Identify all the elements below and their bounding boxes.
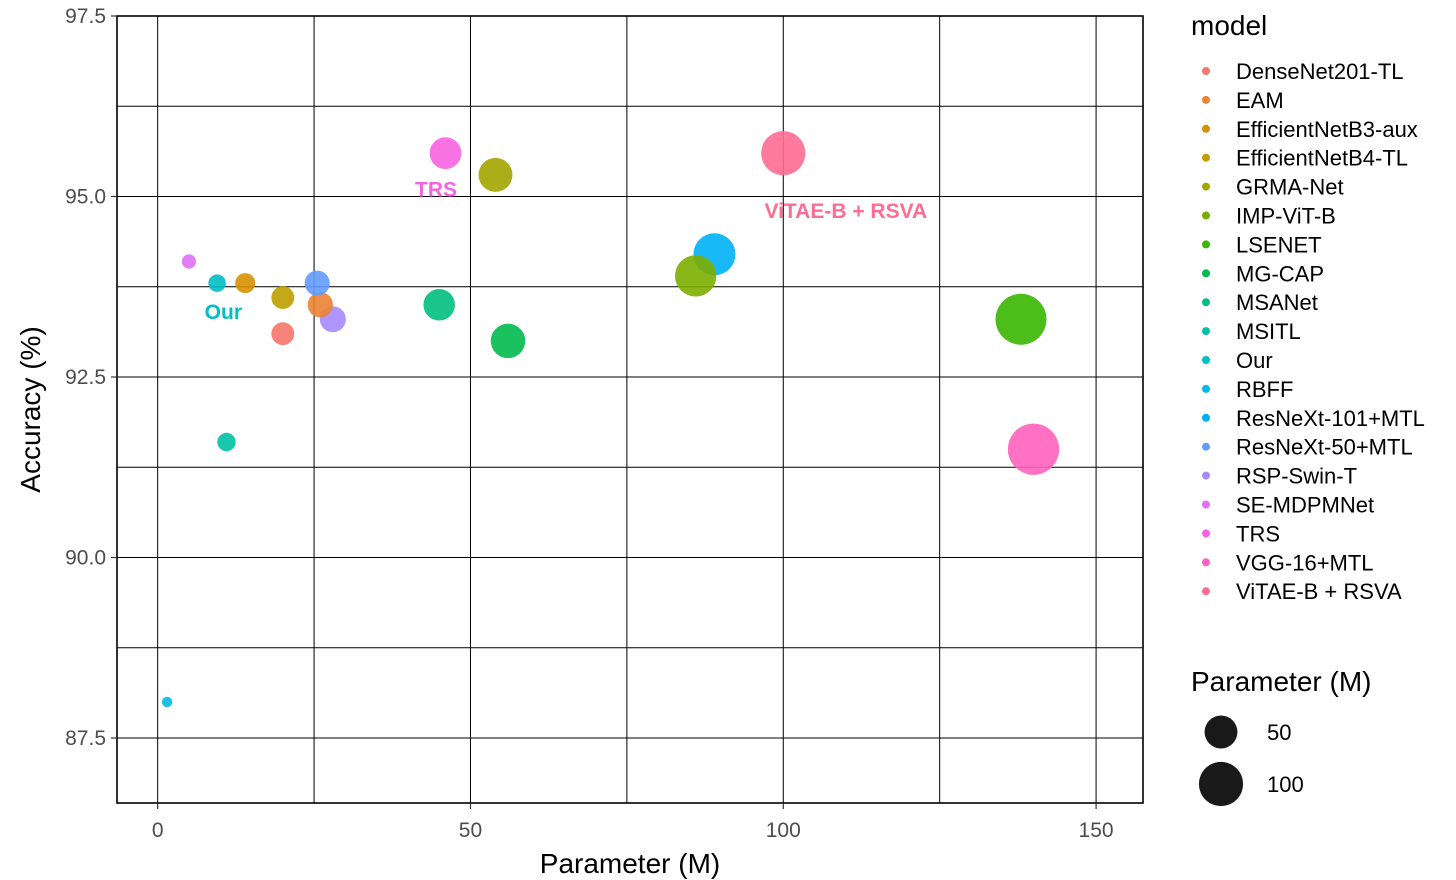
data-point [235, 273, 256, 294]
size-legend-title: Parameter (M) [1191, 666, 1371, 697]
legend-label: DenseNet201-TL [1236, 59, 1404, 84]
data-point [490, 323, 526, 359]
legend-label: EfficientNetB3-aux [1236, 117, 1418, 142]
legend-key [1202, 95, 1210, 104]
x-tick-label: 100 [766, 819, 801, 842]
data-point [307, 292, 333, 318]
y-axis-title: Accuracy (%) [15, 326, 46, 492]
legend-label: MSITL [1236, 319, 1301, 344]
legend-key [1202, 153, 1210, 162]
legend-label: ViTAE-B + RSVA [1236, 579, 1402, 604]
legend-label: LSENET [1236, 232, 1322, 257]
legend-label: ResNeXt-101+MTL [1236, 406, 1425, 431]
data-point [478, 157, 513, 192]
legend-label: TRS [1236, 521, 1280, 546]
x-tick-label: 150 [1079, 819, 1114, 842]
x-tick-label: 50 [459, 819, 482, 842]
annotation-label: Our [205, 301, 242, 324]
legend-label: GRMA-Net [1236, 175, 1344, 200]
x-axis-title: Parameter (M) [540, 848, 720, 879]
data-point [995, 293, 1047, 345]
legend-label: MSANet [1236, 290, 1318, 315]
size-legend-label: 50 [1267, 720, 1291, 745]
legend-key [1202, 124, 1210, 133]
y-tick-label: 92.5 [65, 366, 106, 389]
legend-label: VGG-16+MTL [1236, 550, 1374, 575]
legend-key [1202, 442, 1210, 451]
legend-label: Our [1236, 348, 1273, 373]
legend-key [1202, 269, 1210, 278]
size-legend-key [1204, 715, 1238, 749]
annotation-label: TRS [415, 178, 457, 201]
data-point [1007, 423, 1060, 475]
data-points [161, 131, 1060, 708]
y-tick-label: 90.0 [65, 547, 106, 570]
legend-key [1202, 384, 1210, 393]
legend-key [1202, 327, 1210, 336]
legend-label: ResNeXt-50+MTL [1236, 435, 1413, 460]
legend-key [1202, 529, 1210, 538]
data-point [161, 696, 173, 708]
data-point [674, 255, 717, 297]
legend-key [1202, 211, 1210, 220]
data-point [304, 270, 330, 296]
legend-key [1202, 67, 1210, 75]
legend-label: EAM [1236, 88, 1284, 113]
data-point [217, 432, 236, 452]
legend-key [1202, 558, 1210, 567]
plot-border [116, 15, 1144, 804]
data-point [271, 286, 295, 310]
data-point [181, 254, 197, 269]
legend-key [1202, 587, 1210, 596]
legend-label: MG-CAP [1236, 261, 1324, 286]
legend-key [1202, 298, 1210, 307]
data-point [761, 131, 806, 176]
legend-key [1202, 413, 1210, 422]
annotations: TRS ViTAE-B + RSVA Our [205, 178, 928, 324]
y-tick-label: 97.5 [65, 5, 106, 28]
legend-label: EfficientNetB4-TL [1236, 146, 1408, 171]
size-legend-label: 100 [1267, 772, 1304, 797]
legend-key [1202, 471, 1210, 480]
legend-label: IMP-ViT-B [1236, 204, 1336, 229]
x-tick-label: 0 [152, 819, 164, 842]
size-legend-key [1198, 761, 1244, 807]
data-point [271, 322, 295, 346]
legend-key [1202, 182, 1210, 191]
data-point [423, 289, 455, 321]
legend-key [1202, 240, 1210, 249]
y-tick-label: 87.5 [65, 727, 106, 750]
data-point [429, 137, 462, 170]
legend-label: RBFF [1236, 377, 1293, 402]
legend-label: RSP-Swin-T [1236, 464, 1357, 489]
legend-key [1202, 356, 1210, 364]
legend: model Parameter (M) DenseNet201-TL EAM Eff… [1191, 10, 1425, 807]
legend-key [1202, 500, 1210, 509]
axes: 0 50 100 150 87.5 90.0 92.5 95.0 97.5 [65, 5, 1113, 842]
data-point [208, 274, 226, 292]
color-legend-title: model [1191, 10, 1267, 41]
y-tick-label: 95.0 [65, 186, 106, 209]
legend-label: SE-MDPMNet [1236, 493, 1374, 518]
annotation-label: ViTAE-B + RSVA [764, 200, 927, 223]
